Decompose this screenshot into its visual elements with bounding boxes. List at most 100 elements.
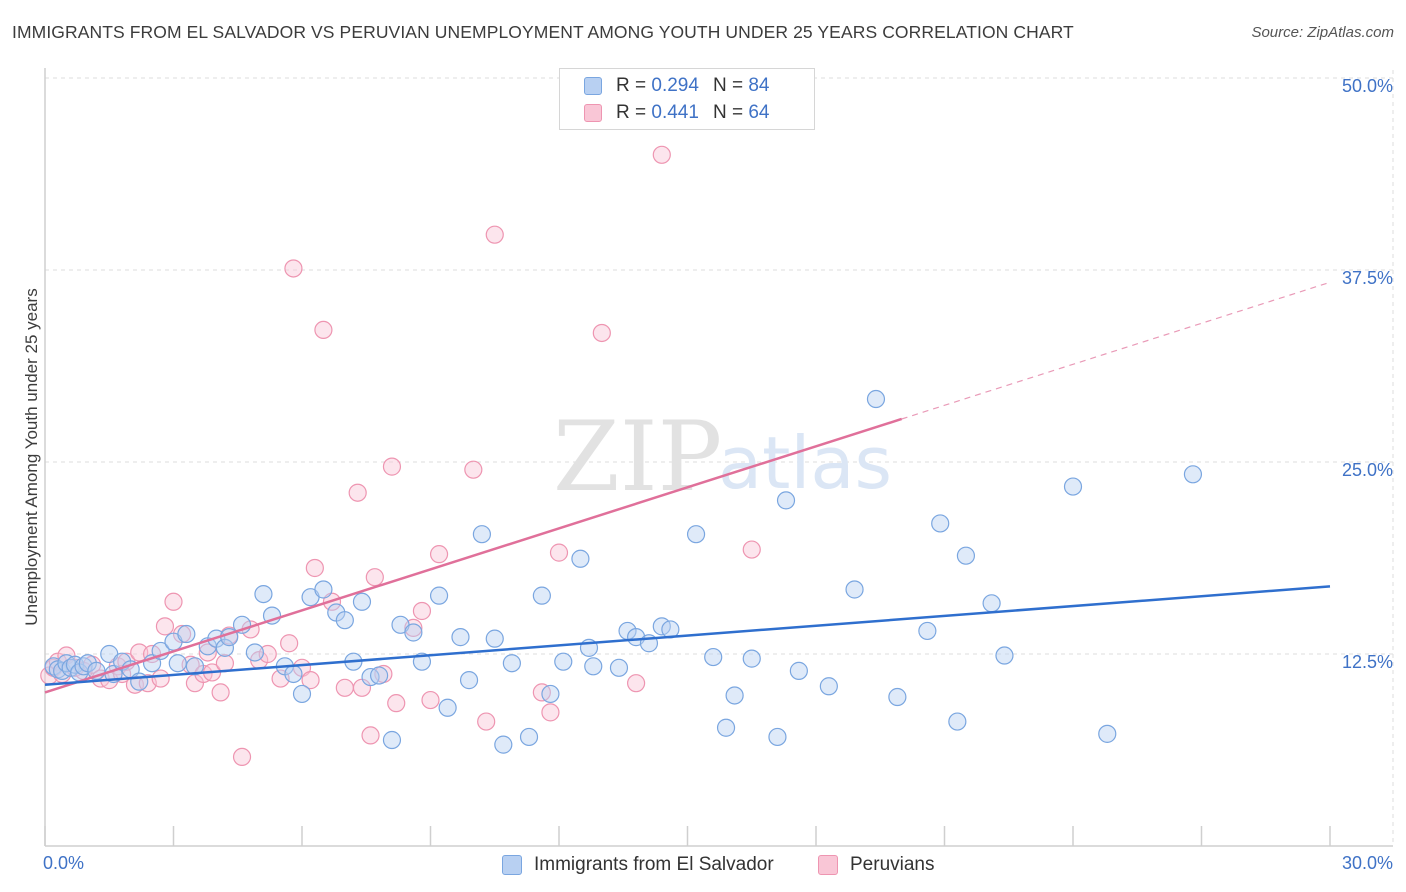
x-tick-label: 0.0% xyxy=(43,853,84,873)
peruvian-point xyxy=(382,457,402,476)
peruvian-point xyxy=(421,690,440,710)
el-salvador-point xyxy=(1098,724,1117,743)
el-salvador-trend-line xyxy=(44,585,1331,686)
peruvian-point xyxy=(215,654,234,673)
el-salvador-point xyxy=(245,643,264,662)
el-salvador-point xyxy=(686,525,706,544)
series-label-el-salvador: Immigrants from El Salvador xyxy=(534,854,774,875)
series-legend-peruvians: Peruvians xyxy=(818,852,935,878)
peruvian-point xyxy=(198,643,217,662)
peruvian-point xyxy=(541,703,560,722)
el-salvador-point xyxy=(541,684,560,704)
peruvian-trend-extension xyxy=(901,281,1331,420)
el-salvador-point xyxy=(888,687,907,707)
el-salvador-point xyxy=(502,654,521,673)
el-salvador-point xyxy=(404,623,423,642)
legend-row-el-salvador: R = 0.294 N = 84 xyxy=(584,73,769,99)
y-axis-title: Unemployment Among Youth under 25 years xyxy=(22,288,41,625)
legend-r-value: 0.294 xyxy=(651,75,699,96)
legend-r-label: R = xyxy=(616,75,647,96)
peruvian-point xyxy=(305,558,324,578)
el-salvador-point xyxy=(382,730,402,750)
el-salvador-point xyxy=(177,624,196,644)
peruvian-trend-line xyxy=(44,417,903,694)
peruvian-point xyxy=(412,601,432,621)
peruvian-point xyxy=(284,259,303,278)
el-salvador-point xyxy=(768,727,787,747)
peruvian-point xyxy=(151,669,170,688)
peruvian-point xyxy=(485,225,504,244)
peruvian-point xyxy=(301,671,320,690)
watermark: ZIP atlas xyxy=(553,401,892,513)
el-salvador-point xyxy=(1183,465,1203,484)
legend-n-label: N = xyxy=(712,75,744,96)
el-salvador-point xyxy=(609,658,629,677)
el-salvador-point xyxy=(931,514,950,533)
watermark-atlas: atlas xyxy=(718,421,892,505)
el-salvador-point xyxy=(918,621,937,641)
series-label-peruvians: Peruvians xyxy=(850,854,935,875)
legend-r-label: R = xyxy=(616,102,647,123)
legend-swatch-blue xyxy=(584,77,602,95)
peruvian-point xyxy=(464,460,483,479)
legend-n-value: 84 xyxy=(748,75,770,96)
el-salvador-point xyxy=(554,652,573,671)
peruvian-point xyxy=(314,320,333,340)
correlation-legend: R = 0.294 N = 84 R = 0.441 N = 64 xyxy=(559,68,815,130)
el-salvador-point xyxy=(352,592,372,611)
legend-r-value: 0.441 xyxy=(651,102,699,123)
legend-n-label: N = xyxy=(712,102,744,123)
el-salvador-point xyxy=(819,677,838,696)
peruvian-point xyxy=(211,683,230,702)
peruvian-point xyxy=(348,483,367,502)
trend-lines xyxy=(44,281,1331,694)
peruvian-point xyxy=(280,634,299,653)
el-salvador-point xyxy=(429,586,449,605)
el-salvador-point xyxy=(370,666,389,685)
peruvian-point xyxy=(361,726,380,745)
y-tick-label: 37.5% xyxy=(1342,268,1393,288)
el-salvador-point xyxy=(215,638,234,657)
el-salvador-point xyxy=(532,586,551,605)
axes xyxy=(44,68,1393,847)
chart-title: IMMIGRANTS FROM EL SALVADOR VS PERUVIAN … xyxy=(12,22,1074,42)
el-salvador-point xyxy=(1063,477,1083,496)
y-tick-label: 12.5% xyxy=(1342,652,1393,672)
el-salvador-point xyxy=(995,646,1014,665)
peruvian-point xyxy=(549,543,569,562)
series-swatch-pink xyxy=(818,855,838,875)
series-swatch-blue xyxy=(502,855,522,875)
el-salvador-point xyxy=(704,647,723,667)
el-salvador-point xyxy=(948,712,967,731)
el-salvador-point xyxy=(314,580,333,599)
el-salvador-point xyxy=(292,684,312,704)
series-legend-el-salvador: Immigrants from El Salvador xyxy=(502,852,774,878)
peruvian-point xyxy=(592,323,611,343)
el-salvador-point xyxy=(982,594,1001,613)
el-salvador-point xyxy=(335,611,354,630)
el-salvador-point xyxy=(519,727,539,747)
peruvian-point xyxy=(626,674,646,693)
peruvian-point xyxy=(387,694,406,713)
el-salvador-point xyxy=(284,664,303,684)
peruvian-point xyxy=(742,540,761,559)
tick-labels: 12.5% 25.0% 37.5% 50.0% 0.0% 30.0% xyxy=(43,76,1393,873)
watermark-zip: ZIP xyxy=(553,401,722,513)
legend-n-value: 64 xyxy=(748,102,770,123)
el-salvador-point xyxy=(742,649,761,668)
el-salvador-point xyxy=(789,661,808,680)
data-points xyxy=(40,145,1203,767)
el-salvador-point xyxy=(459,671,479,690)
source-credit: Source: ZipAtlas.com xyxy=(1251,24,1394,41)
y-tick-label: 50.0% xyxy=(1342,76,1393,96)
peruvian-point xyxy=(429,545,449,564)
peruvian-point xyxy=(477,712,496,731)
y-tick-label: 25.0% xyxy=(1342,460,1393,480)
legend-row-peruvians: R = 0.441 N = 64 xyxy=(584,100,769,126)
peruvian-point xyxy=(232,747,252,767)
el-salvador-point xyxy=(168,654,187,673)
el-salvador-point xyxy=(845,580,864,599)
el-salvador-point xyxy=(571,549,590,568)
el-salvador-point xyxy=(185,657,205,676)
